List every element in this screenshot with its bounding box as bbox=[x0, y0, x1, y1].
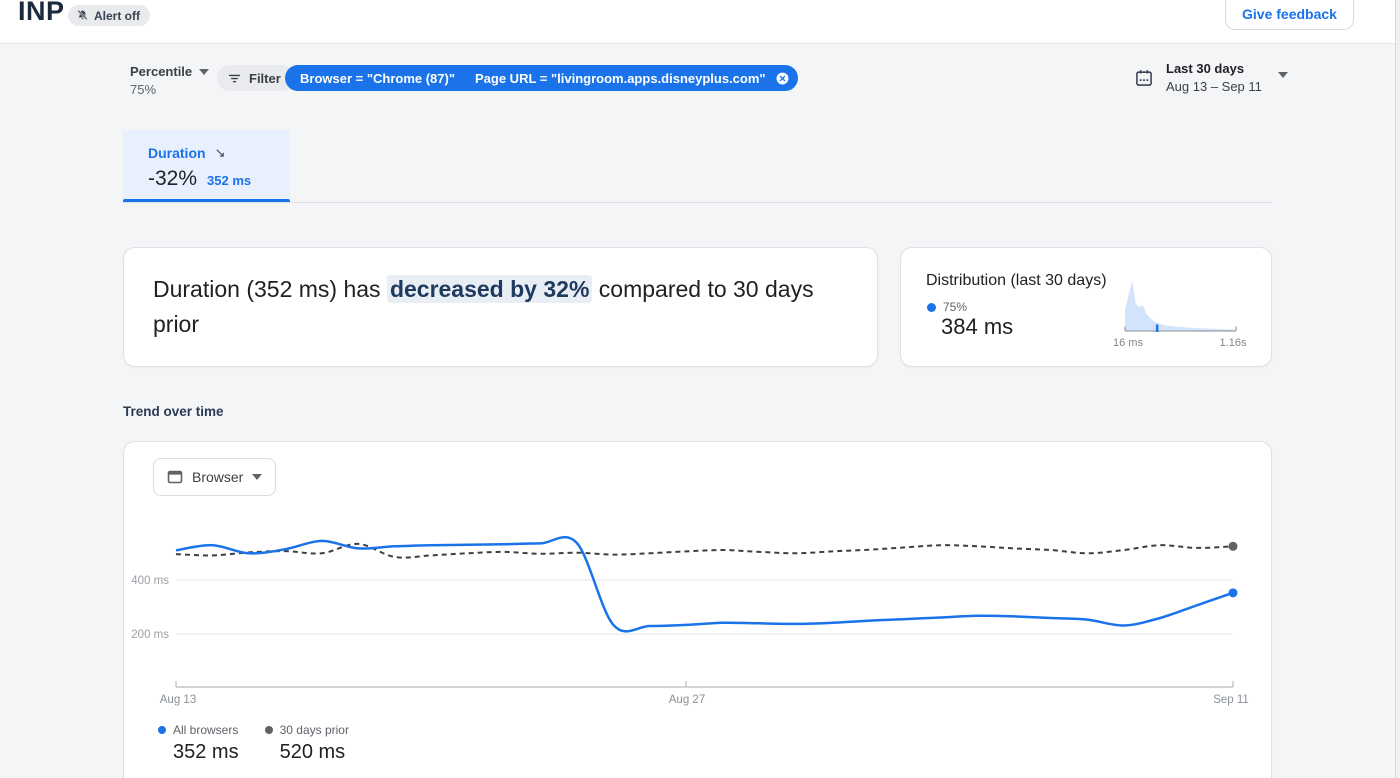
tabs-divider bbox=[123, 202, 1272, 203]
distribution-card: Distribution (last 30 days) 75% 384 ms 1… bbox=[900, 247, 1272, 367]
percentile-selector[interactable]: Percentile 75% bbox=[130, 64, 210, 97]
chart-legend: All browsers 352 ms 30 days prior 520 ms bbox=[158, 723, 349, 764]
chevron-down-icon bbox=[199, 68, 210, 75]
trend-card: Browser 400 ms 200 ms Aug 13 Aug 27 Sep … bbox=[123, 441, 1272, 778]
filter-chip-page-url[interactable]: Page URL = "livingroom.apps.disneyplus.c… bbox=[460, 65, 798, 91]
legend-series-value: 352 ms bbox=[173, 741, 239, 763]
summary-sentence: Duration (352 ms) has decreased by 32% c… bbox=[153, 272, 859, 342]
give-feedback-button[interactable]: Give feedback bbox=[1225, 0, 1354, 30]
legend-item-all-browsers: All browsers 352 ms bbox=[158, 723, 239, 764]
vertical-scrollbar[interactable] bbox=[1395, 0, 1400, 778]
summary-card: Duration (352 ms) has decreased by 32% c… bbox=[123, 247, 878, 367]
chevron-down-icon bbox=[1277, 72, 1288, 78]
trend-chart: 400 ms 200 ms Aug 13 Aug 27 Sep 11 bbox=[131, 535, 1249, 706]
page-title: INP bbox=[18, 0, 65, 26]
distribution-title: Distribution (last 30 days) bbox=[926, 272, 1107, 289]
legend-series-name: 30 days prior bbox=[279, 723, 349, 737]
percentile-dot-icon bbox=[927, 303, 936, 312]
duration-change-percent: -32% bbox=[148, 167, 198, 190]
alert-off-badge[interactable]: Alert off bbox=[68, 5, 150, 26]
filter-chip-browser[interactable]: Browser = "Chrome (87)" bbox=[285, 65, 488, 91]
tab-duration[interactable]: Duration ↘ -32% 352 ms bbox=[123, 130, 290, 201]
distribution-sparkline: 16 ms 1.16s bbox=[1113, 281, 1247, 349]
legend-dot-icon bbox=[264, 726, 273, 734]
filter-button[interactable]: Filter bbox=[217, 65, 295, 91]
top-bar: INP Alert off Give feedback bbox=[0, 0, 1400, 44]
filter-button-label: Filter bbox=[249, 70, 281, 86]
legend-series-value: 520 ms bbox=[279, 741, 346, 763]
active-tab-indicator bbox=[123, 199, 290, 203]
remove-filter-icon[interactable] bbox=[775, 71, 790, 86]
duration-current-value: 352 ms bbox=[207, 173, 252, 188]
summary-highlight: decreased by 32% bbox=[386, 275, 593, 303]
date-range-selector[interactable]: Last 30 days Aug 13 – Sep 11 bbox=[1134, 61, 1288, 94]
y-axis-tick-400: 400 ms bbox=[131, 575, 169, 587]
percentile-label: Percentile bbox=[130, 64, 193, 79]
distribution-percentile-label: 75% bbox=[943, 300, 968, 314]
legend-item-30-days-prior: 30 days prior 520 ms bbox=[264, 723, 349, 764]
legend-series-name: All browsers bbox=[173, 723, 239, 737]
x-axis-tick-sep11: Sep 11 bbox=[1213, 694, 1249, 706]
x-axis-tick-aug27: Aug 27 bbox=[669, 694, 705, 706]
filter-icon bbox=[227, 71, 242, 86]
calendar-icon bbox=[1134, 68, 1154, 94]
percentile-value: 75% bbox=[130, 82, 157, 97]
y-axis-tick-200: 200 ms bbox=[131, 629, 169, 641]
browser-window-icon bbox=[167, 469, 183, 485]
alert-off-label: Alert off bbox=[94, 8, 140, 23]
trend-down-arrow-icon: ↘ bbox=[214, 145, 226, 160]
chevron-down-icon bbox=[252, 474, 263, 480]
date-range-label: Last 30 days bbox=[1166, 61, 1245, 76]
filter-chip-browser-label: Browser = "Chrome (87)" bbox=[300, 70, 456, 86]
date-range-value: Aug 13 – Sep 11 bbox=[1166, 79, 1262, 94]
dimension-dropdown[interactable]: Browser bbox=[153, 458, 277, 496]
summary-pre: Duration (352 ms) has bbox=[153, 276, 387, 302]
distribution-percentile-value: 384 ms bbox=[941, 314, 1014, 339]
distribution-axis-max: 1.16s bbox=[1220, 337, 1247, 349]
x-axis-tick-aug13: Aug 13 bbox=[160, 694, 196, 706]
summary-post: compared to 30 days prior bbox=[153, 276, 814, 337]
dimension-dropdown-label: Browser bbox=[192, 469, 244, 485]
trend-section-title: Trend over time bbox=[123, 404, 224, 419]
tab-duration-label: Duration bbox=[148, 145, 206, 161]
bell-off-icon bbox=[76, 9, 89, 22]
distribution-axis-min: 16 ms bbox=[1113, 337, 1143, 349]
legend-dot-icon bbox=[158, 726, 166, 734]
filter-chip-page-url-label: Page URL = "livingroom.apps.disneyplus.c… bbox=[475, 70, 766, 86]
